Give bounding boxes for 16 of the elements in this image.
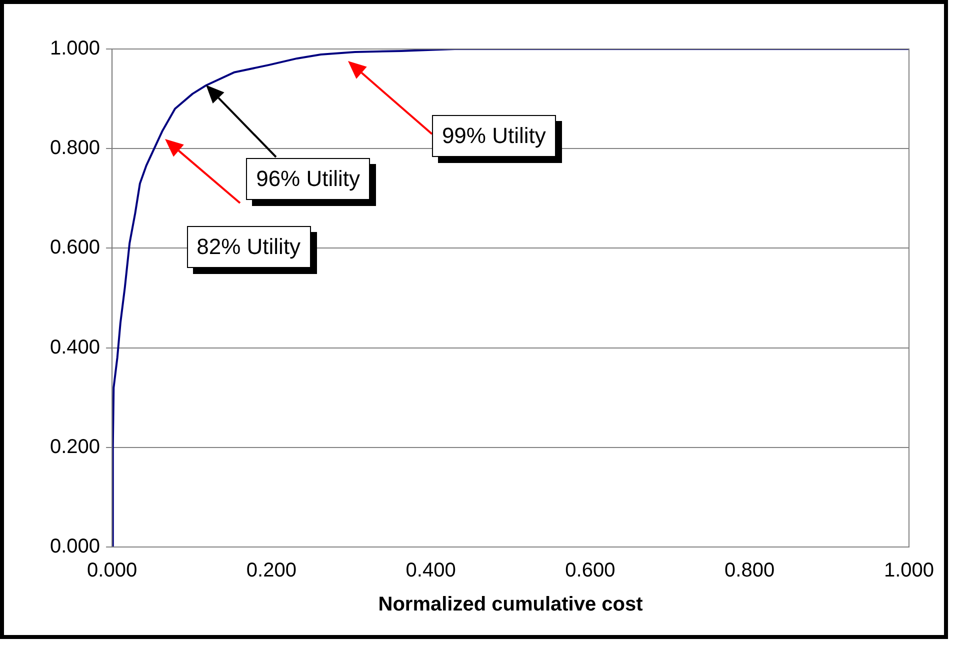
- y-tick-label: 1.000: [50, 38, 100, 60]
- x-tick-label: 1.000: [884, 560, 934, 582]
- y-tick-label: 0.200: [50, 436, 100, 458]
- x-axis-title: Normalized cumulative cost: [378, 594, 644, 616]
- y-tick-label: 0.800: [50, 137, 100, 160]
- x-tick-label: 0.800: [724, 560, 775, 582]
- x-tick-label: 0.000: [87, 560, 138, 582]
- x-tick-label: 0.200: [246, 560, 296, 582]
- annotation: 82% Utility: [186, 226, 311, 268]
- y-tick-label: 0.400: [50, 336, 100, 358]
- annotation: 99% Utility: [432, 114, 556, 157]
- annotation: 96% Utility: [246, 158, 370, 200]
- y-tick-label: 0.600: [50, 236, 100, 259]
- x-tick-label: 0.400: [406, 560, 456, 582]
- y-tick-label: 0.000: [50, 536, 100, 558]
- x-tick-label: 0.600: [565, 560, 616, 582]
